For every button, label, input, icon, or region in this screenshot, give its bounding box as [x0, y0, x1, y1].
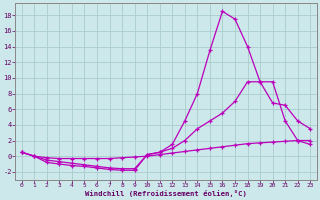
X-axis label: Windchill (Refroidissement éolien,°C): Windchill (Refroidissement éolien,°C)	[85, 190, 247, 197]
